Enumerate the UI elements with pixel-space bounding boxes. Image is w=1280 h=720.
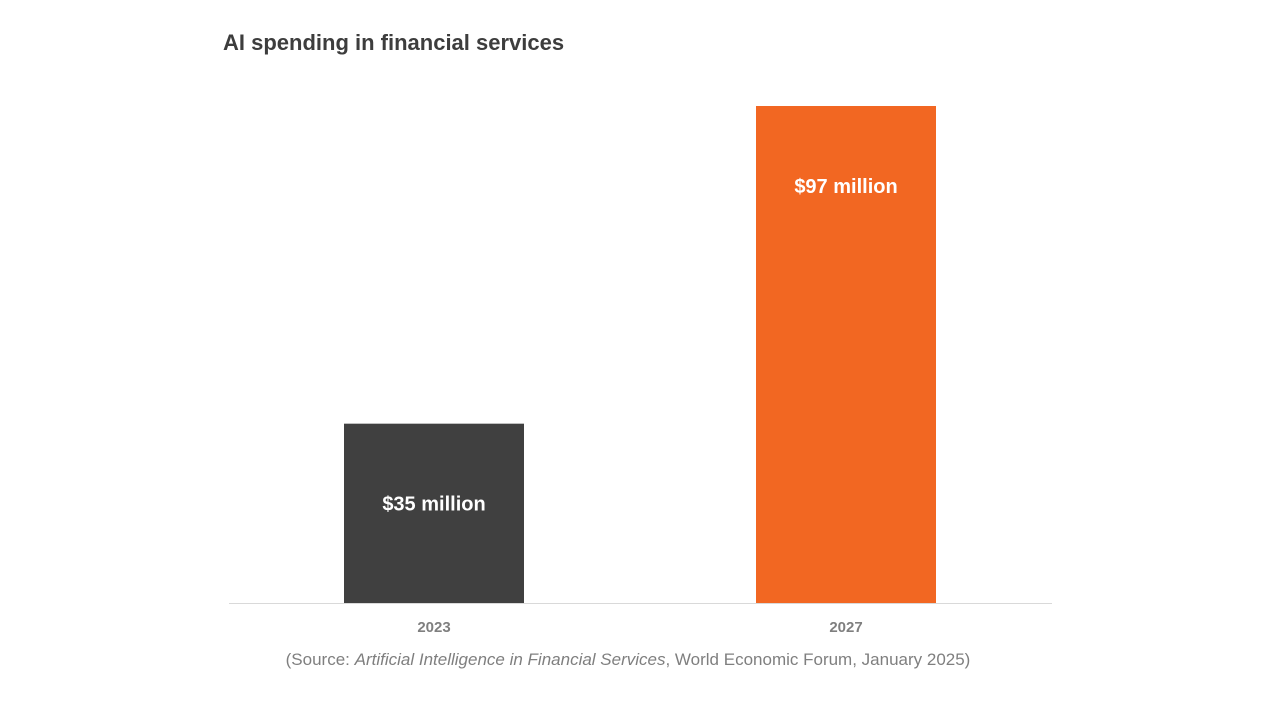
x-tick-label-2027: 2027	[829, 619, 862, 636]
chart-title: AI spending in financial services	[223, 30, 565, 55]
source-publication: Artificial Intelligence in Financial Ser…	[354, 650, 666, 669]
bar-2023	[344, 423, 524, 603]
data-label-2023: $35 million	[382, 494, 485, 516]
data-label-2027: $97 million	[794, 176, 897, 198]
bar-2027	[756, 106, 936, 603]
bars-group: $35 million $97 million	[344, 106, 936, 603]
source-note: (Source: Artificial Intelligence in Fina…	[0, 650, 1256, 670]
source-prefix: (Source:	[285, 650, 355, 669]
x-tick-label-2023: 2023	[417, 619, 450, 636]
source-suffix: , World Economic Forum, January 2025)	[665, 650, 971, 669]
x-tick-labels: 2023 2027	[417, 619, 862, 636]
